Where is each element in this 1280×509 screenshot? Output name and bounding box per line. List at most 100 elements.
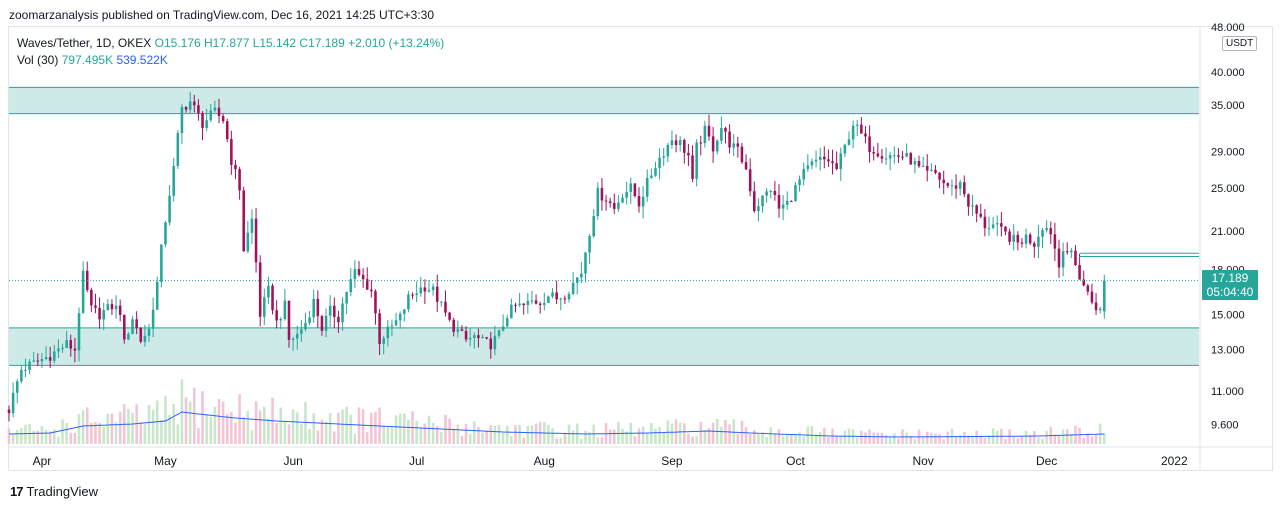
candle-body (901, 156, 904, 158)
candle-body (139, 327, 143, 342)
candle-body (155, 281, 159, 310)
volume-bar (563, 432, 567, 444)
candle-body (176, 133, 180, 166)
candle-body (337, 316, 340, 323)
candle-body (341, 303, 344, 323)
candle-body (473, 335, 476, 339)
candle-body (1041, 230, 1044, 237)
candle-body (909, 153, 913, 165)
candle-body (7, 409, 11, 414)
candle-body (728, 131, 731, 148)
candle-body (258, 262, 262, 317)
volume-bar (683, 423, 686, 444)
candle-body (386, 326, 390, 339)
candle-body (806, 165, 810, 169)
volume-bar (707, 428, 711, 444)
volume-bar (225, 413, 229, 444)
candle-body (328, 305, 332, 316)
volume-bar (777, 429, 781, 444)
candle-body (917, 161, 921, 167)
candle-body (596, 188, 600, 217)
candle-body (534, 300, 538, 304)
volume-bar (102, 426, 105, 444)
candle-body (291, 338, 295, 340)
candle-body (979, 213, 983, 217)
candle-body (567, 293, 571, 300)
volume-bar (967, 435, 970, 444)
volume-bar (493, 426, 497, 444)
candle-body (831, 161, 834, 164)
legend-volume-label[interactable]: Vol (30) (17, 53, 59, 67)
volume-bar (81, 410, 85, 444)
candle-body (864, 133, 867, 137)
volume-bar (1041, 439, 1044, 444)
candle-body (230, 139, 233, 165)
volume-bar (1082, 437, 1085, 444)
volume-bar (613, 429, 616, 444)
time-tick-label: Aug (534, 454, 555, 468)
candle-body (333, 305, 336, 317)
volume-bar (44, 430, 48, 444)
volume-bar (839, 436, 843, 444)
candle-body (131, 319, 134, 335)
volume-bar (448, 418, 451, 444)
volume-bar (205, 414, 208, 444)
candle-body (1053, 234, 1057, 249)
volume-bar (695, 436, 698, 444)
volume-bar (608, 429, 612, 444)
legend-symbol[interactable]: Waves/Tether, 1D, OKEX (17, 36, 152, 50)
volume-bar (230, 411, 233, 444)
price-tick-label: 9.600 (1211, 420, 1239, 432)
volume-bar (860, 430, 863, 444)
candle-body (312, 298, 315, 318)
candle-body (407, 294, 410, 310)
candle-body (884, 158, 888, 160)
candle-body (1016, 234, 1020, 243)
volume-bar (670, 423, 674, 444)
legend-ohlc: O15.176 H17.877 L15.142 C17.189 +2.010 (… (154, 36, 445, 50)
candle-body (481, 337, 484, 339)
volume-bar (1012, 436, 1015, 444)
volume-bar (324, 421, 328, 444)
candle-body (90, 289, 93, 306)
volume-bar (555, 438, 558, 444)
tradingview-footer[interactable]: 17 TradingView (10, 484, 98, 499)
candle-body (925, 166, 929, 171)
volume-bar (876, 432, 880, 444)
candle-body (814, 159, 818, 162)
volume-bar (345, 406, 348, 444)
candle-body (61, 347, 64, 349)
candle-body (1061, 251, 1065, 268)
candle-body (736, 143, 740, 147)
candle-body (934, 169, 937, 173)
candle-body (913, 161, 917, 165)
candle-body (1094, 302, 1098, 311)
volume-bar (246, 411, 250, 444)
candle-body (118, 305, 122, 315)
zone-resistance (9, 87, 1199, 114)
candle-body (613, 203, 616, 209)
chart-legend: Waves/Tether, 1D, OKEX O15.176 H17.877 L… (17, 35, 444, 69)
candle-body (1103, 280, 1106, 312)
volume-bar (930, 432, 933, 444)
candle-body (57, 348, 60, 352)
volume-bar (884, 434, 888, 444)
candle-body (930, 169, 933, 171)
candle-body (164, 222, 167, 245)
candle-body (20, 369, 23, 382)
candle-body (897, 155, 900, 157)
candle-body (106, 304, 110, 311)
volume-bar (995, 430, 999, 444)
volume-bar (654, 428, 657, 444)
volume-bar (925, 431, 929, 444)
price-tick-label: 48.000 (1211, 22, 1245, 34)
volume-bar (168, 414, 171, 444)
price-tick-label: 11.000 (1211, 386, 1244, 398)
currency-badge[interactable]: USDT (1222, 36, 1258, 51)
volume-bar (201, 391, 204, 444)
volume-bar (946, 431, 950, 444)
volume-bar (641, 426, 645, 444)
volume-bar (497, 424, 501, 444)
volume-bar (238, 394, 241, 444)
